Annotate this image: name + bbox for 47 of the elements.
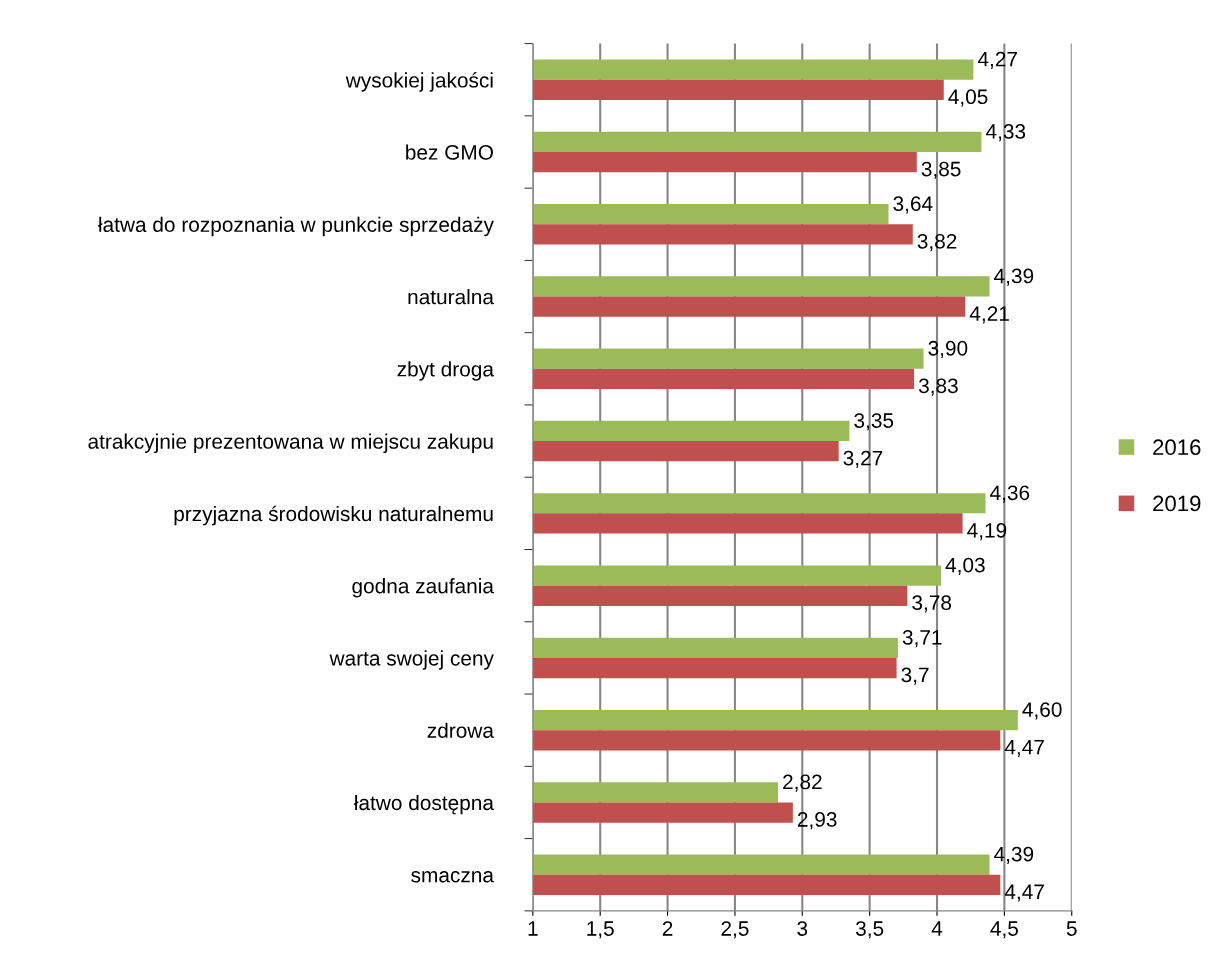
data-label: 4,36 (990, 485, 1030, 503)
data-label: 4,33 (985, 124, 1026, 142)
x-tick-label: 5 (1066, 921, 1077, 936)
x-tick-label: 4 (931, 921, 943, 936)
data-label: 4,27 (977, 51, 1017, 69)
data-label: 3,35 (854, 413, 894, 431)
x-tick-label: 3,5 (855, 921, 884, 939)
data-label: 3,64 (893, 196, 933, 214)
y-tick-label: godna zaufania (352, 578, 494, 598)
x-tick-label: 1,5 (587, 921, 614, 939)
data-label: 4,39 (994, 846, 1034, 864)
x-tick-label: 3 (797, 921, 808, 936)
data-label: 2,82 (783, 774, 822, 792)
data-label: 3,85 (921, 161, 961, 179)
x-tick-label: 4,5 (990, 921, 1018, 939)
data-label: 4,39 (994, 268, 1034, 286)
y-tick-label: warta swojej ceny (329, 650, 494, 670)
data-label: 3,27 (843, 450, 883, 468)
data-label: 4,60 (1022, 702, 1062, 720)
y-tick-label: atrakcyjnie prezentowana w miejscu zakupu (88, 433, 493, 453)
x-tick-label: 2,5 (721, 921, 749, 939)
data-label: 3,71 (902, 629, 942, 648)
x-tick-label: 2 (662, 921, 673, 936)
legend-label: 2016 (1153, 439, 1201, 456)
data-label: 3,83 (918, 378, 958, 396)
y-tick-label: naturalna (408, 289, 494, 305)
data-label: 4,05 (948, 89, 988, 107)
y-tick-label: zbyt droga (397, 361, 494, 381)
y-tick-label: łatwo dostępna (353, 794, 494, 815)
data-label: 3,82 (917, 233, 957, 252)
data-label: 3,7 (901, 667, 929, 685)
x-tick-label: 1 (528, 921, 538, 936)
y-tick-label: łatwa do rozpoznania w punkcie sprzedaży (98, 216, 494, 237)
y-tick-label: bez GMO (406, 144, 493, 160)
data-label: 4,19 (967, 523, 1007, 541)
y-tick-label: smaczna (411, 871, 494, 883)
data-label: 3,78 (912, 595, 952, 613)
data-label: 2,93 (797, 812, 837, 830)
data-label: 4,47 (1004, 884, 1044, 902)
y-tick-label: wysokiej jakości (345, 72, 493, 92)
data-label: 4,21 (969, 306, 1009, 324)
y-tick-label: zdrowa (427, 722, 494, 738)
data-label: 4,03 (945, 557, 985, 575)
data-label: 4,47 (1004, 740, 1044, 758)
legend-label: 2019 (1153, 495, 1201, 512)
data-label: 3,90 (928, 340, 968, 359)
y-tick-label: przyjazna środowisku naturalnemu (174, 505, 493, 526)
